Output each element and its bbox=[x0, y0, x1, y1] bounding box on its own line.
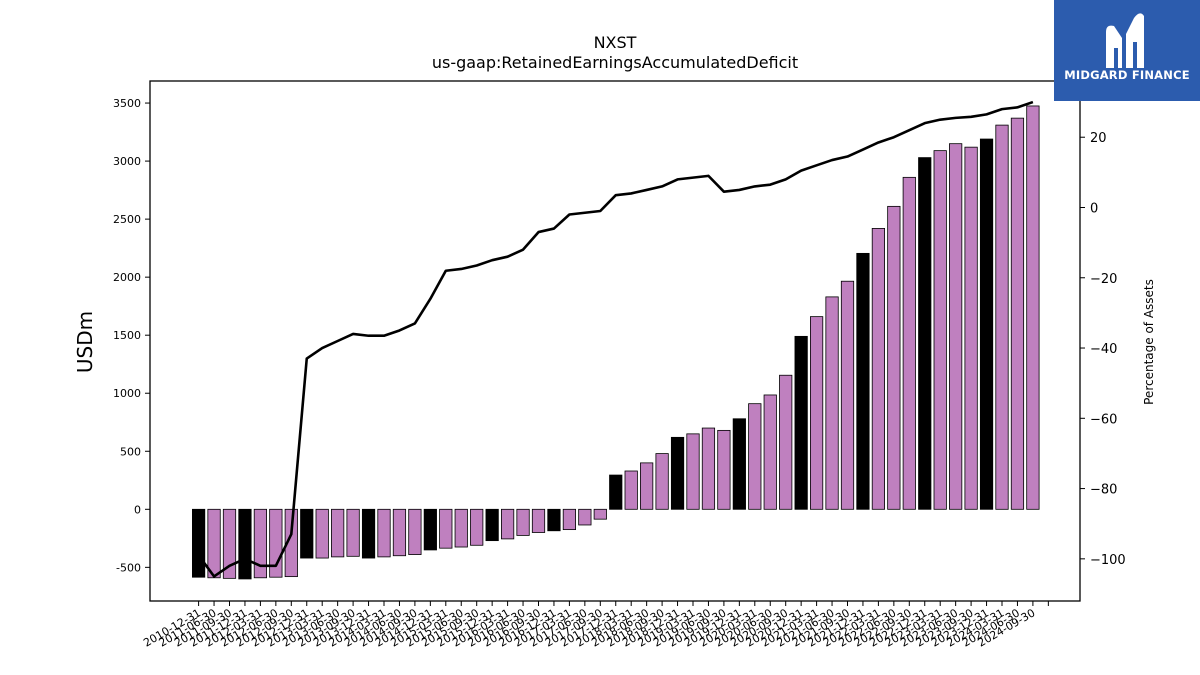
y-tick-label: 2000 bbox=[113, 271, 141, 284]
y-tick-label: 3000 bbox=[113, 155, 141, 168]
bars-group bbox=[191, 105, 1040, 580]
bar bbox=[887, 205, 901, 510]
bar bbox=[933, 150, 947, 510]
bar bbox=[315, 508, 329, 559]
bar bbox=[361, 508, 376, 559]
bar bbox=[763, 394, 777, 510]
bar bbox=[732, 418, 746, 510]
bar bbox=[578, 508, 592, 526]
y2-tick-label: −40 bbox=[1090, 342, 1117, 357]
bar bbox=[547, 508, 561, 532]
bar bbox=[701, 427, 716, 510]
bar bbox=[284, 508, 298, 578]
y-tick-label: -500 bbox=[116, 561, 141, 574]
chart-subtitle: us-gaap:RetainedEarningsAccumulatedDefic… bbox=[432, 53, 798, 72]
bar bbox=[794, 335, 808, 510]
y-tick-label: 3500 bbox=[113, 97, 141, 110]
y2-tick-label: −80 bbox=[1090, 483, 1117, 498]
bar bbox=[300, 508, 314, 559]
bar bbox=[609, 474, 623, 510]
bar bbox=[779, 374, 793, 510]
line-group bbox=[197, 100, 1034, 578]
bar bbox=[253, 508, 267, 579]
bar bbox=[408, 508, 422, 555]
y-tick-label: 2500 bbox=[113, 213, 141, 226]
bar bbox=[871, 228, 886, 510]
bar bbox=[902, 176, 916, 510]
bar bbox=[949, 143, 963, 510]
y-tick-label: 1000 bbox=[113, 387, 141, 400]
bar bbox=[840, 280, 855, 510]
bar bbox=[1010, 117, 1025, 510]
bar bbox=[717, 429, 731, 510]
plot-frame bbox=[149, 80, 1081, 602]
bar bbox=[423, 508, 437, 551]
y-tick-label: 0 bbox=[134, 503, 141, 516]
bar bbox=[238, 508, 252, 580]
bar bbox=[624, 470, 638, 510]
bar bbox=[670, 436, 685, 510]
y2-axis-label: Percentage of Assets bbox=[1142, 279, 1156, 405]
bar bbox=[995, 124, 1009, 510]
bar bbox=[222, 508, 237, 579]
bar bbox=[1026, 105, 1040, 510]
bar bbox=[640, 462, 654, 510]
y2-tick-label: −20 bbox=[1090, 272, 1117, 287]
bar bbox=[346, 508, 360, 557]
bar bbox=[454, 508, 468, 548]
bar bbox=[485, 508, 499, 542]
y-axis-label: USDm bbox=[73, 311, 97, 373]
brand-logo: MIDGARD FINANCE bbox=[1054, 0, 1200, 101]
percentage-line bbox=[197, 100, 1034, 578]
bar bbox=[593, 508, 607, 520]
y2-tick-label: 20 bbox=[1090, 131, 1107, 146]
y-tick-label: 500 bbox=[120, 445, 141, 458]
bar bbox=[686, 433, 700, 510]
bar bbox=[918, 157, 932, 510]
chart-title: NXST bbox=[594, 33, 637, 52]
bar bbox=[392, 508, 407, 557]
bar bbox=[439, 508, 453, 549]
bar bbox=[655, 453, 669, 510]
bar bbox=[500, 508, 515, 540]
bar bbox=[531, 508, 546, 533]
bar bbox=[191, 508, 206, 578]
bar bbox=[207, 508, 221, 579]
y2-tick-label: −60 bbox=[1090, 412, 1117, 427]
y2-tick-label: 0 bbox=[1090, 201, 1098, 216]
bar bbox=[825, 296, 839, 510]
bar bbox=[810, 316, 824, 510]
bar bbox=[964, 146, 978, 510]
bar bbox=[516, 508, 530, 536]
y2-tick-label: −100 bbox=[1090, 553, 1126, 568]
axes-group: -500 0 500 1000 1500 2000 2500 3000 3500 −100 −80 −… bbox=[113, 97, 1126, 650]
bar bbox=[470, 508, 484, 546]
bar bbox=[331, 508, 345, 558]
bar bbox=[748, 403, 762, 510]
midgard-logo-icon bbox=[1106, 13, 1144, 68]
bar bbox=[377, 508, 391, 558]
bar bbox=[562, 508, 577, 531]
y-tick-label: 1500 bbox=[113, 329, 141, 342]
logo-text: MIDGARD FINANCE bbox=[1064, 68, 1190, 82]
bar bbox=[856, 252, 870, 510]
bar bbox=[979, 138, 994, 510]
